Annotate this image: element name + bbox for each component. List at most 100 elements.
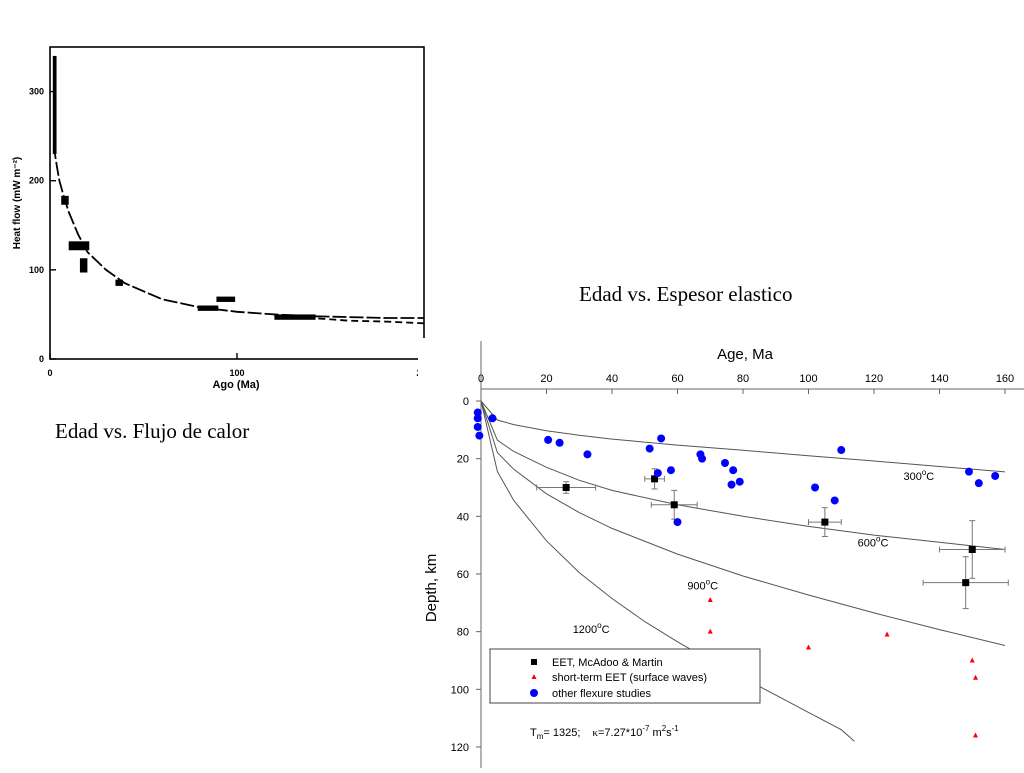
model-parameters: Tm= 1325; κ=7.27*10-7 m2s-1 [530, 724, 679, 741]
kappa-exponent: -7 [642, 724, 650, 733]
heat-flow-ylabel: Heat flow (mW m⁻²) [12, 157, 23, 250]
eet-marker-5 [962, 579, 970, 587]
depth-tick-label-3: 60 [457, 569, 469, 581]
age-tick-label-2: 40 [606, 373, 618, 385]
heat-flow-chart: 01002003000100200 Heat flow (mW m⁻²) Ago… [0, 30, 440, 406]
flexure-point-12 [673, 518, 682, 527]
eet-point-2 [650, 489, 698, 520]
flexure-point-4 [488, 414, 497, 423]
hf-observation-7 [274, 314, 316, 320]
isotherm-label-300: 300oC [903, 468, 934, 483]
depth-tick-label-5: 100 [451, 684, 469, 696]
age-tick-label-6: 120 [865, 373, 883, 385]
unit-s: s [666, 727, 672, 739]
flexure-point-1 [473, 414, 482, 423]
surface-wave-point-6 [973, 732, 979, 738]
tm-symbol: T [530, 727, 537, 739]
heat-flow-background [0, 30, 440, 406]
legend: EET, McAdoo & Martin short-term EET (sur… [489, 648, 761, 704]
age-tick-label-1: 20 [540, 373, 552, 385]
flexure-point-3 [475, 431, 484, 440]
hf-ytick-label-2: 200 [29, 176, 44, 186]
heat-flow-observations [52, 55, 316, 320]
isotherm-label-1200: 1200oC [573, 621, 610, 636]
hf-observation-6 [216, 296, 236, 302]
depth-tick-label-1: 20 [457, 454, 469, 466]
hf-observation-4 [115, 279, 123, 286]
flexure-point-0 [473, 408, 482, 417]
flexure-point-24 [991, 471, 1000, 480]
elastic-thickness-ticks: 0 20 40 60 80 100 120 140 160 0 20 40 60 80 100 120 [451, 373, 1015, 754]
hf-ytick-label-1: 100 [29, 265, 44, 275]
depth-tick-label-0: 0 [463, 396, 469, 408]
kappa-symbol: κ [592, 727, 598, 739]
eet-marker-0 [562, 484, 570, 491]
hf-ytick-label-3: 300 [29, 87, 44, 97]
isotherm-1200 [480, 400, 855, 742]
eet-marker-3 [821, 518, 829, 526]
hf-curve-0 [52, 144, 424, 319]
flexure-point-23 [974, 479, 983, 488]
isotherm-curves [480, 400, 1006, 742]
heat-flow-figure: 01002003000100200 Heat flow (mW m⁻²) Ago… [0, 30, 440, 406]
isotherm-label-600: 600oC [858, 534, 889, 549]
eet-point-0 [536, 481, 597, 494]
isotherm-600 [480, 400, 1006, 550]
flexure-point-9 [657, 434, 666, 443]
flexure-point-22 [964, 467, 973, 476]
isotherm-900 [480, 400, 1006, 646]
flexure-point-16 [729, 466, 738, 475]
caption-elastic-thickness: Edad vs. Espesor elastico [579, 282, 793, 306]
hf-ytick-label-0: 0 [39, 354, 44, 364]
isotherm-300 [480, 400, 1006, 473]
age-tick-label-0: 0 [478, 373, 484, 385]
unit-m: m [649, 727, 661, 739]
legend-label-flexure: other flexure studies [552, 688, 652, 700]
flexure-point-8 [645, 444, 654, 453]
legend-square-marker [531, 659, 537, 665]
legend-triangle-marker [531, 674, 537, 679]
hf-xtick-label-1: 100 [229, 368, 244, 378]
heat-flow-xlabel: Ago (Ma) [212, 379, 259, 391]
surface-wave-point-1 [707, 628, 713, 634]
age-axis-label: Age, Ma [717, 346, 774, 363]
surface-wave-point-4 [969, 657, 975, 663]
flexure-point-10 [653, 469, 662, 478]
eet-marker-1 [651, 475, 659, 483]
flexure-point-11 [666, 466, 675, 475]
surface-wave-point-2 [806, 644, 811, 650]
flexure-point-2 [473, 422, 482, 431]
hf-observation-2 [68, 241, 90, 251]
flexure-point-6 [555, 438, 564, 447]
flexure-point-7 [583, 450, 592, 459]
isotherm-label-900: 900oC [687, 578, 718, 593]
unit-m-exponent: 2 [662, 724, 667, 733]
legend-label-short-term: short-term EET (surface waves) [552, 672, 707, 684]
elastic-thickness-chart: Age, Ma Depth, km 0 20 40 60 80 100 120 140 1600… [418, 338, 1024, 768]
legend-circle-marker [530, 689, 538, 697]
caption-heat-flow: Edad vs. Flujo de calor [55, 419, 250, 443]
legend-label-eet: EET, McAdoo & Martin [552, 657, 663, 669]
eet-point-4 [939, 520, 1006, 579]
kappa-value: =7.27*10 [598, 727, 642, 739]
hf-observation-5 [197, 305, 219, 311]
age-tick-label-5: 100 [799, 373, 817, 385]
hf-observation-0 [52, 55, 57, 154]
surface-wave-point-3 [884, 631, 890, 637]
flexure-point-15 [720, 458, 729, 467]
flexure-point-17 [727, 480, 736, 489]
flexure-point-5 [544, 435, 553, 444]
unit-s-exponent: -1 [672, 724, 680, 733]
hf-observation-3 [79, 258, 88, 273]
flexure-point-18 [735, 477, 744, 486]
depth-tick-label-4: 80 [457, 627, 469, 639]
age-tick-label-8: 160 [996, 373, 1014, 385]
tm-subscript: m [537, 732, 544, 741]
eet-point-5 [922, 556, 1009, 610]
depth-tick-label-2: 40 [457, 511, 469, 523]
eet-marker-4 [968, 545, 976, 553]
surface-wave-point-5 [973, 674, 979, 680]
tm-value: = 1325; [543, 727, 580, 739]
hf-xtick-label-0: 0 [47, 368, 52, 378]
depth-axis-label: Depth, km [423, 554, 440, 622]
